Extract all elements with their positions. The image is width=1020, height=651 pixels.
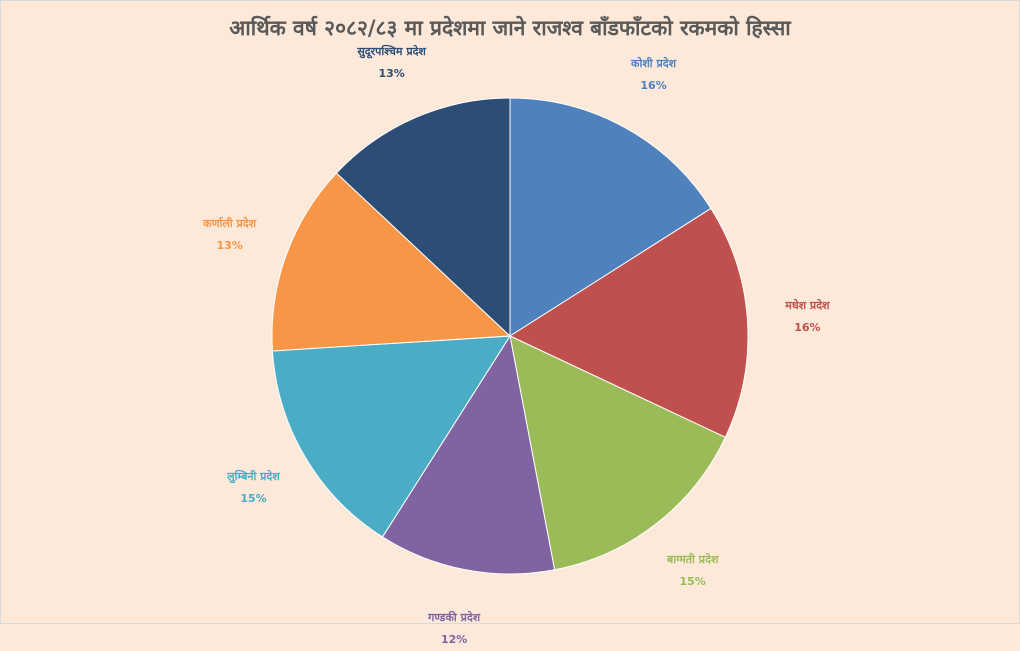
slice-name-label: सुदूरपश्चिम प्रदेश — [357, 44, 426, 58]
slice-name-label: बाग्मती प्रदेश — [666, 553, 719, 567]
slice-data-label: लुम्बिनी प्रदेश 15% — [173, 466, 333, 510]
pie-slice — [508, 207, 749, 439]
slice-name-label: मधेश प्रदेश — [785, 299, 830, 313]
slice-percent-label: 13% — [216, 239, 243, 253]
pie-slice — [381, 334, 556, 575]
pie-slice — [271, 172, 512, 352]
slice-percent-label: 12% — [440, 632, 468, 646]
slice-name-label: गण्डकी प्रदेश — [428, 610, 481, 624]
slice-name-label: लुम्बिनी प्रदेश — [227, 469, 280, 483]
chart-title: आर्थिक वर्ष २०८२/८३ मा प्रदेशमा जाने राज… — [229, 16, 791, 40]
pie-slice — [509, 335, 727, 571]
pie-chart — [271, 97, 749, 575]
pie-slice — [271, 335, 511, 538]
slice-data-label: सुदूरपश्चिम प्रदेश 13% — [312, 41, 472, 85]
slice-percent-label: 15% — [240, 491, 267, 505]
slice-name-label: कर्णाली प्रदेश — [203, 217, 257, 231]
pie-slice — [509, 97, 712, 337]
slice-data-label: मधेश प्रदेश 16% — [727, 295, 887, 339]
slice-percent-label: 13% — [378, 66, 405, 80]
slice-data-label: गण्डकी प्रदेश 12% — [374, 607, 534, 651]
slice-name-label: कोशी प्रदेश — [631, 56, 677, 70]
slice-percent-label: 16% — [794, 321, 821, 335]
slice-data-label: कोशी प्रदेश 16% — [574, 53, 734, 97]
slice-percent-label: 16% — [640, 78, 667, 92]
slice-data-label: कर्णाली प्रदेश 13% — [150, 213, 310, 257]
pie-slice — [335, 97, 511, 338]
slice-data-label: बाग्मती प्रदेश 15% — [613, 549, 773, 593]
slice-percent-label: 15% — [679, 575, 706, 589]
